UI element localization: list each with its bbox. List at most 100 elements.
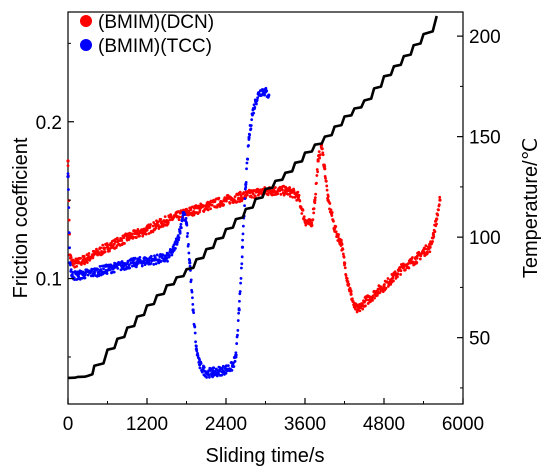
data-point — [247, 144, 250, 147]
data-point — [325, 188, 329, 192]
data-point — [320, 147, 324, 151]
data-point — [152, 221, 156, 224]
data-point-anchor — [244, 182, 248, 187]
data-point — [249, 127, 253, 131]
data-point — [279, 192, 283, 196]
data-point — [437, 203, 441, 207]
data-point — [81, 261, 85, 264]
data-point — [138, 234, 141, 238]
data-point-anchor — [132, 261, 136, 265]
data-point — [221, 364, 225, 368]
data-point-anchor — [362, 300, 366, 304]
data-point-anchor — [421, 250, 426, 254]
data-point-anchor — [151, 258, 156, 262]
data-point — [67, 206, 71, 209]
data-point — [236, 319, 240, 322]
data-point — [176, 240, 179, 244]
data-point — [342, 255, 346, 259]
data-point — [236, 200, 239, 204]
data-point-anchor — [237, 308, 241, 312]
data-point-anchor — [178, 229, 182, 234]
data-point-anchor — [112, 265, 116, 270]
data-point-anchor — [250, 112, 254, 116]
data-point — [209, 367, 213, 371]
legend-label-dcn: (BMIM)(DCN) — [98, 12, 214, 33]
data-point-anchor — [356, 308, 360, 312]
data-point-anchor — [70, 273, 74, 278]
data-point — [276, 192, 280, 195]
data-point — [177, 238, 181, 242]
data-point — [154, 262, 158, 266]
data-point — [291, 195, 295, 199]
data-point — [222, 203, 226, 207]
data-point — [179, 222, 183, 226]
data-point-anchor — [204, 204, 208, 209]
data-point — [225, 364, 228, 368]
data-point — [147, 259, 151, 262]
data-point — [123, 242, 126, 245]
data-point — [130, 232, 134, 236]
data-point — [207, 373, 211, 377]
data-point — [424, 247, 427, 251]
data-point — [136, 227, 140, 231]
data-point — [324, 179, 328, 183]
data-point — [133, 256, 137, 260]
data-point — [301, 208, 305, 212]
data-point — [392, 279, 395, 283]
data-point — [266, 193, 270, 197]
data-point-anchor — [76, 261, 80, 265]
data-point — [315, 168, 319, 171]
data-point — [207, 205, 211, 208]
data-point-anchor — [198, 363, 202, 367]
data-point — [220, 373, 224, 377]
data-point — [105, 272, 109, 275]
data-point — [133, 229, 137, 233]
data-point-anchor — [76, 273, 80, 278]
data-point — [296, 190, 300, 194]
data-point — [177, 236, 181, 239]
data-point — [159, 259, 163, 263]
data-point — [186, 232, 190, 235]
y-axis-right-label: Temperature/℃ — [520, 138, 542, 278]
data-point — [103, 246, 107, 250]
data-point-anchor — [92, 270, 96, 274]
data-point — [131, 235, 135, 239]
data-point-anchor — [336, 234, 340, 238]
data-point — [168, 254, 171, 258]
data-point — [194, 204, 198, 207]
data-point-anchor — [303, 218, 307, 223]
x-tick-label: 1200 — [126, 414, 168, 435]
y-right-tick-label: 150 — [469, 128, 501, 149]
data-point — [149, 223, 152, 226]
data-point-anchor — [438, 198, 442, 202]
legend-label-tcc: (BMIM)(TCC) — [98, 36, 212, 57]
data-point — [192, 311, 196, 315]
data-point — [66, 164, 70, 168]
data-point — [198, 358, 201, 362]
data-point — [103, 250, 107, 254]
data-point-anchor — [165, 218, 169, 223]
data-point — [198, 208, 202, 212]
data-point — [233, 359, 237, 363]
data-point — [112, 270, 116, 274]
x-tick-label: 6000 — [442, 414, 484, 435]
data-point — [208, 375, 211, 379]
data-point — [108, 268, 112, 272]
data-point — [325, 184, 329, 188]
data-point-anchor — [342, 261, 347, 265]
data-point — [328, 202, 332, 205]
data-point — [345, 277, 349, 280]
data-point — [87, 252, 91, 255]
data-point — [185, 235, 189, 238]
y-right-tick-label: 100 — [469, 228, 501, 249]
data-point — [323, 165, 327, 168]
data-point — [154, 226, 158, 230]
data-point — [339, 238, 343, 242]
data-point-anchor — [346, 280, 350, 284]
data-point — [191, 205, 194, 209]
data-point-anchor — [369, 295, 373, 299]
data-point — [67, 218, 71, 222]
data-point — [213, 200, 217, 204]
data-point — [246, 157, 250, 161]
data-point-anchor — [165, 256, 169, 260]
